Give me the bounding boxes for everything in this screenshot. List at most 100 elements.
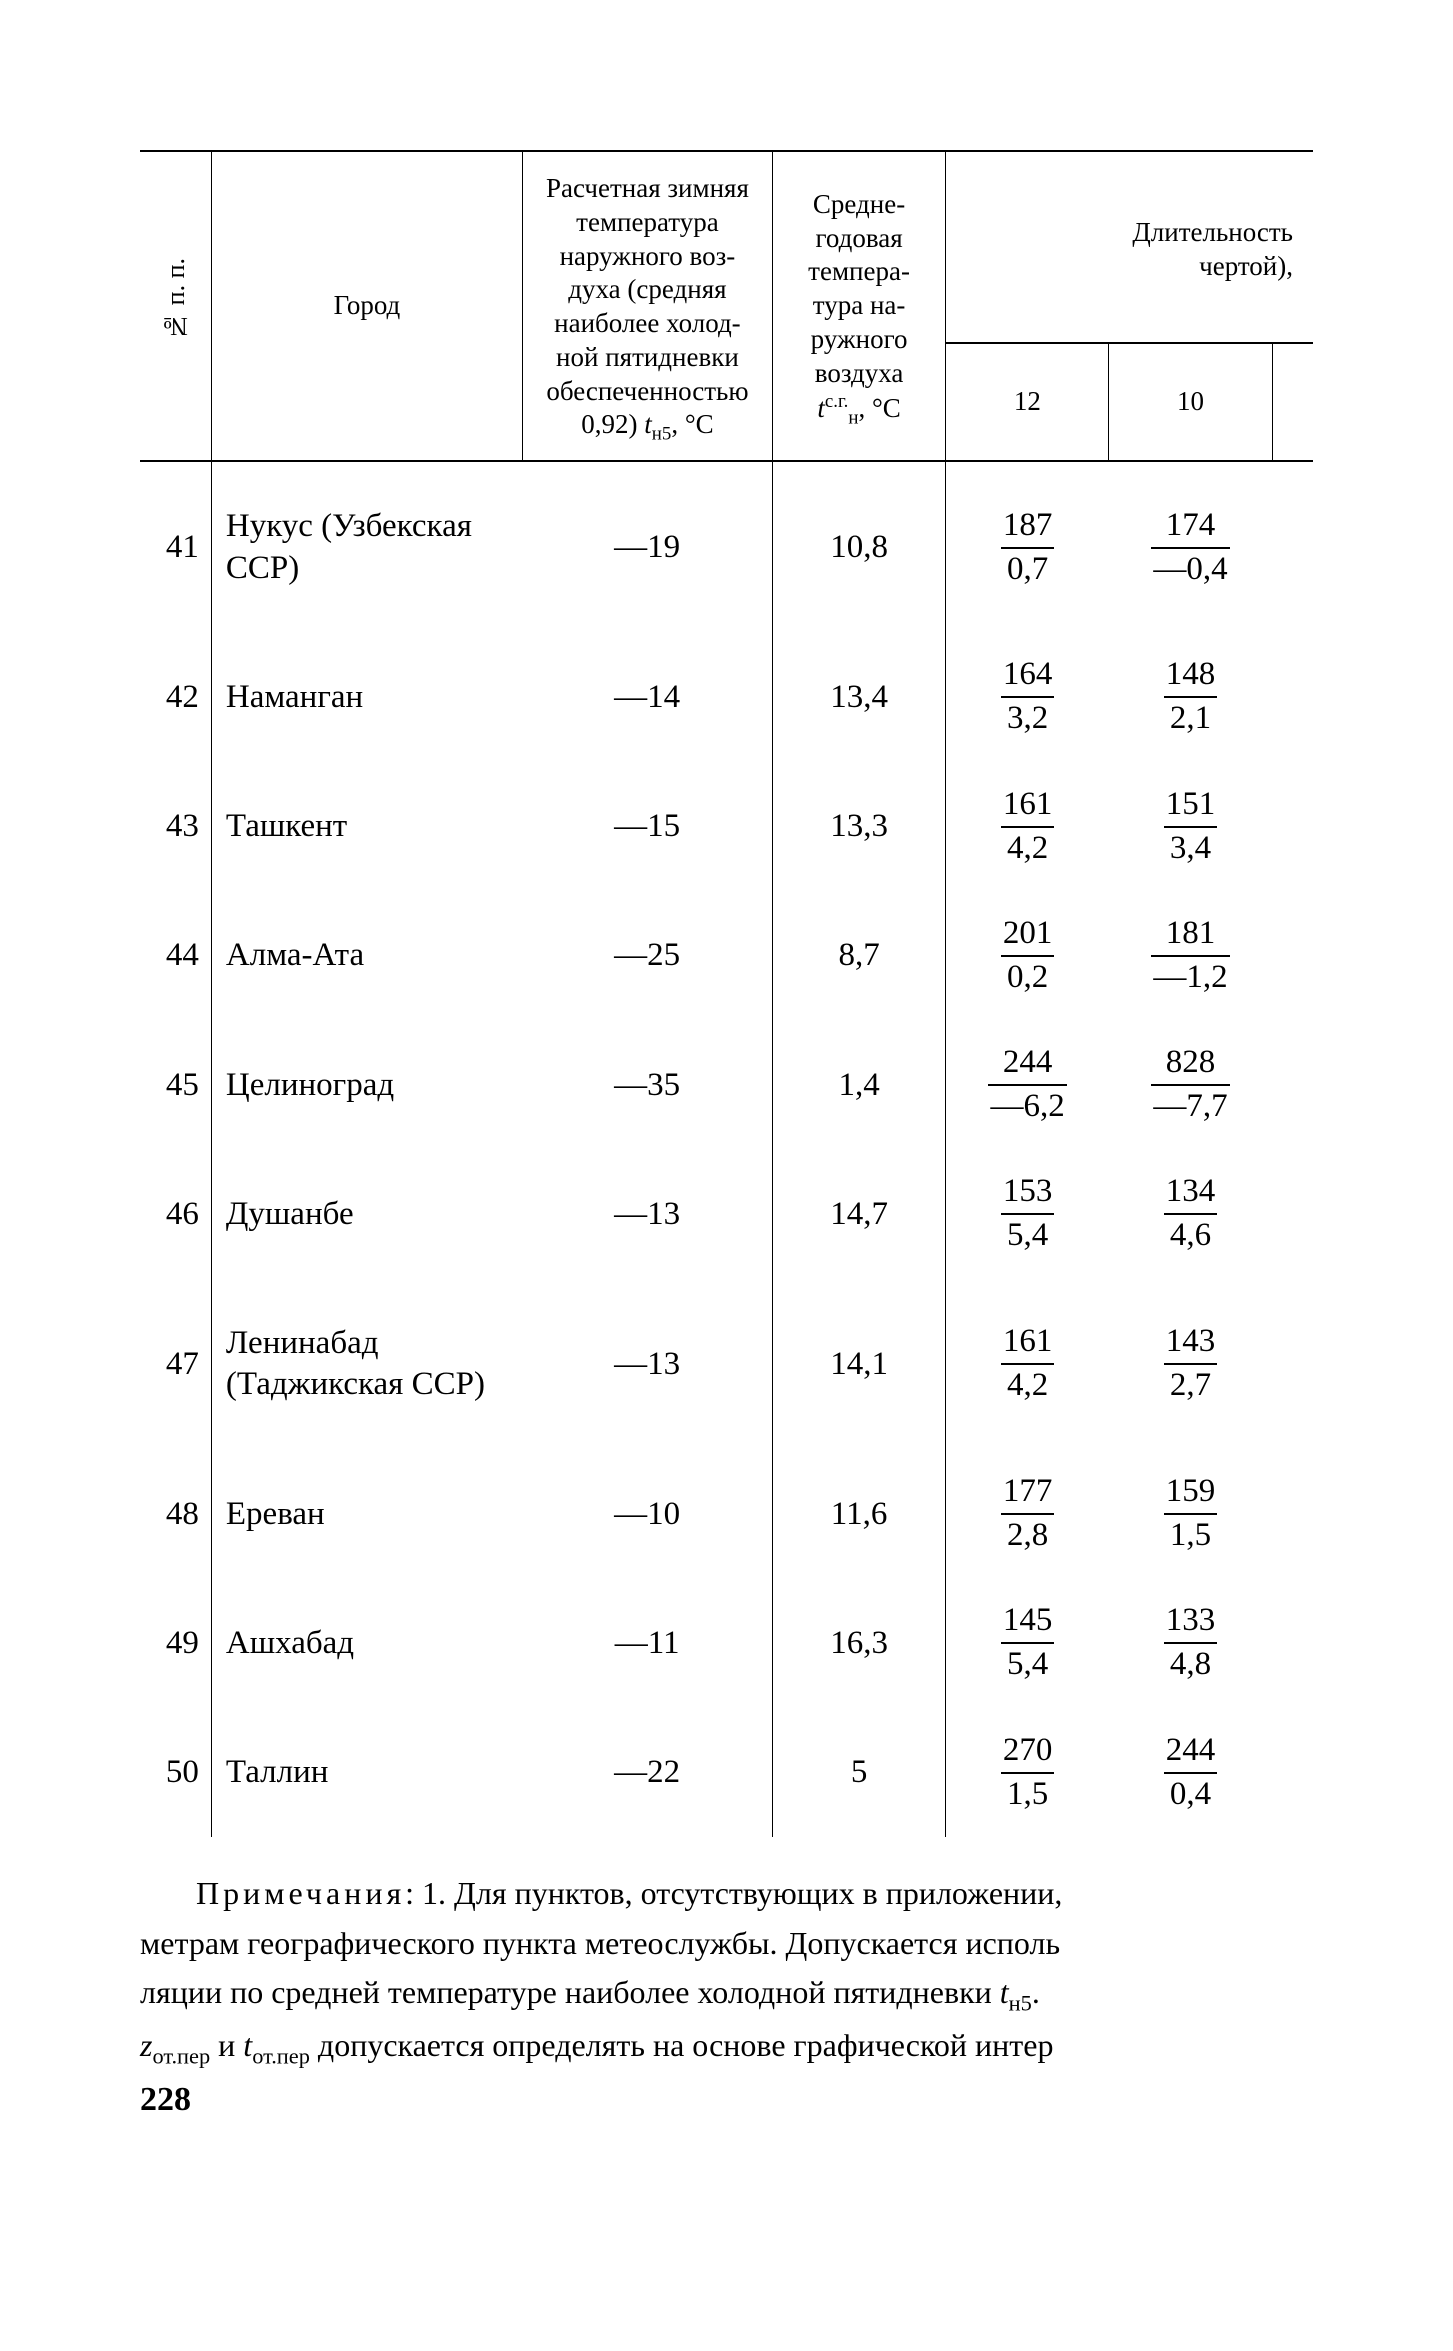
fraction: 1591,5 (1164, 1473, 1218, 1555)
table-row: 50Таллин—225 2701,5 2440,4 (140, 1708, 1313, 1837)
header-design-temp: Расчетная зимняя температура наружного в… (522, 151, 772, 461)
cell-d10: 1334,8 (1109, 1579, 1272, 1708)
cell-tail (1272, 1021, 1313, 1150)
cell-tail (1272, 633, 1313, 762)
cell-num: 41 (140, 461, 211, 633)
cell-d12: 2701,5 (946, 1708, 1109, 1837)
cell-d12: 244—6,2 (946, 1021, 1109, 1150)
cell-avg-temp: 13,4 (772, 633, 945, 762)
cell-d12: 1643,2 (946, 633, 1109, 762)
cell-d10: 1591,5 (1109, 1450, 1272, 1579)
cell-design-temp: —25 (522, 891, 772, 1020)
cell-d10: 2440,4 (1109, 1708, 1272, 1837)
cell-design-temp: —13 (522, 1150, 772, 1279)
cell-d12: 1870,7 (946, 461, 1109, 633)
cell-tail (1272, 1450, 1313, 1579)
cell-tail (1272, 1279, 1313, 1450)
cell-city: Ашхабад (211, 1579, 522, 1708)
cell-city: Наманган (211, 633, 522, 762)
cell-num: 45 (140, 1021, 211, 1150)
fraction: 1614,2 (1001, 1323, 1055, 1405)
cell-avg-temp: 16,3 (772, 1579, 945, 1708)
cell-avg-temp: 5 (772, 1708, 945, 1837)
notes-line-3: ляции по средней температуре наиболее хо… (140, 1970, 1313, 2019)
header-num: № п. п. (140, 151, 211, 461)
header-city: Город (211, 151, 522, 461)
cell-city: Целиноград (211, 1021, 522, 1150)
cell-avg-temp: 10,8 (772, 461, 945, 633)
cell-city: Ереван (211, 1450, 522, 1579)
table-header: № п. п. Город Расчетная зимняя температу… (140, 151, 1313, 461)
cell-num: 42 (140, 633, 211, 762)
cell-d12: 1455,4 (946, 1579, 1109, 1708)
table-row: 49Ашхабад—1116,3 1455,4 1334,8 (140, 1579, 1313, 1708)
fraction: 1535,4 (1001, 1173, 1055, 1255)
table-row: 42Наманган—1413,4 1643,2 1482,1 (140, 633, 1313, 762)
cell-d10: 828—7,7 (1109, 1021, 1272, 1150)
table-row: 44Алма-Ата—258,72010,2181—1,2 (140, 891, 1313, 1020)
header-col-12: 12 (946, 343, 1109, 461)
fraction: 1432,7 (1164, 1323, 1218, 1405)
cell-d10: 174—0,4 (1109, 461, 1272, 633)
table-row: 41Нукус (Узбекская ССР)—1910,81870,7174—… (140, 461, 1313, 633)
cell-design-temp: —15 (522, 762, 772, 891)
table-body: 41Нукус (Узбекская ССР)—1910,81870,7174—… (140, 461, 1313, 1837)
cell-d12: 1614,2 (946, 1279, 1109, 1450)
cell-d10: 1432,7 (1109, 1279, 1272, 1450)
fraction: 1455,4 (1001, 1602, 1055, 1684)
cell-design-temp: —13 (522, 1279, 772, 1450)
table-row: 43Ташкент—1513,3 1614,2 1513,4 (140, 762, 1313, 891)
cell-d12: 1535,4 (946, 1150, 1109, 1279)
cell-tail (1272, 1708, 1313, 1837)
page-number: 228 (140, 2081, 1313, 2119)
cell-num: 47 (140, 1279, 211, 1450)
cell-num: 48 (140, 1450, 211, 1579)
cell-tail (1272, 1579, 1313, 1708)
cell-design-temp: —14 (522, 633, 772, 762)
notes-line-2: метрам географического пункта метеослужб… (140, 1921, 1313, 1966)
fraction: 2440,4 (1164, 1732, 1218, 1814)
cell-d10: 181—1,2 (1109, 891, 1272, 1020)
fraction: 1772,8 (1001, 1473, 1055, 1555)
cell-avg-temp: 14,7 (772, 1150, 945, 1279)
cell-city: Душанбе (211, 1150, 522, 1279)
fraction: 828—7,7 (1151, 1044, 1229, 1126)
cell-design-temp: —11 (522, 1579, 772, 1708)
page: № п. п. Город Расчетная зимняя температу… (140, 150, 1313, 2119)
cell-num: 49 (140, 1579, 211, 1708)
cell-city: Ленинабад (Таджикская ССР) (211, 1279, 522, 1450)
cell-tail (1272, 1150, 1313, 1279)
fraction: 1614,2 (1001, 786, 1055, 868)
fraction: 2701,5 (1001, 1732, 1055, 1814)
cell-num: 43 (140, 762, 211, 891)
fraction: 1334,8 (1164, 1602, 1218, 1684)
cell-design-temp: —35 (522, 1021, 772, 1150)
table-row: 45Целиноград—351,4 244—6,2 828—7,7 (140, 1021, 1313, 1150)
cell-num: 50 (140, 1708, 211, 1837)
fraction: 1643,2 (1001, 656, 1055, 738)
table-row: 47Ленинабад (Таджикская ССР)—1314,1 1614,… (140, 1279, 1313, 1450)
fraction: 1482,1 (1164, 656, 1218, 738)
table-row: 46Душанбе—1314,71535,41344,6 (140, 1150, 1313, 1279)
cell-tail (1272, 461, 1313, 633)
cell-d12: 1772,8 (946, 1450, 1109, 1579)
header-col-tail (1272, 343, 1313, 461)
cell-avg-temp: 1,4 (772, 1021, 945, 1150)
cell-avg-temp: 13,3 (772, 762, 945, 891)
cell-tail (1272, 762, 1313, 891)
header-avg-temp: Средне- годовая темпера- тура на- ружног… (772, 151, 945, 461)
cell-design-temp: —19 (522, 461, 772, 633)
cell-avg-temp: 14,1 (772, 1279, 945, 1450)
cell-city: Нукус (Узбекская ССР) (211, 461, 522, 633)
cell-city: Ташкент (211, 762, 522, 891)
fraction: 244—6,2 (988, 1044, 1066, 1126)
cell-design-temp: —10 (522, 1450, 772, 1579)
cell-city: Алма-Ата (211, 891, 522, 1020)
cell-num: 44 (140, 891, 211, 1020)
cell-d10: 1513,4 (1109, 762, 1272, 891)
cell-d12: 2010,2 (946, 891, 1109, 1020)
fraction: 1344,6 (1164, 1173, 1218, 1255)
notes: Примечания: 1. Для пунктов, отсутствующи… (140, 1871, 1313, 2072)
cell-design-temp: —22 (522, 1708, 772, 1837)
cell-city: Таллин (211, 1708, 522, 1837)
